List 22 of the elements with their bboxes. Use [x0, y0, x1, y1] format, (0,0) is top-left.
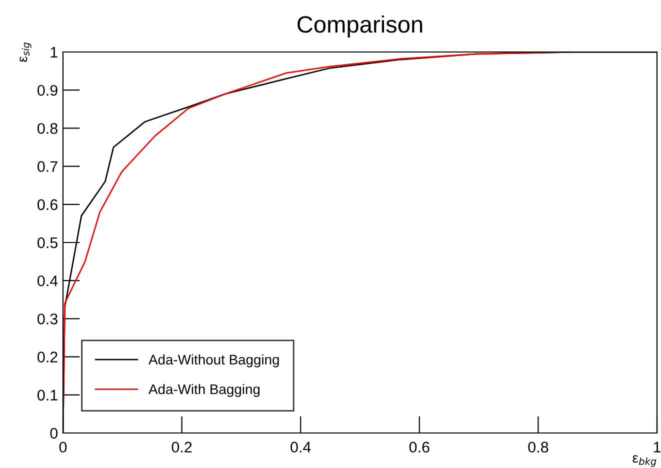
y-tick-label: 0.7	[38, 161, 58, 172]
y-tick-label: 0.8	[38, 123, 58, 134]
y-tick-label: 0.4	[38, 275, 58, 286]
legend-label: Ada-Without Bagging	[148, 354, 279, 368]
y-tick-label: 0.6	[38, 199, 58, 210]
x-tick-label: 0.8	[528, 442, 548, 453]
y-tick-label: 0	[50, 428, 58, 439]
x-tick-label: 0.2	[172, 442, 192, 453]
y-axis-title: ε$_{sig}$	[20, 42, 32, 62]
y-tick-label: 1	[50, 47, 58, 58]
y-tick-label: 0.9	[38, 84, 58, 96]
x-tick-label: 0	[59, 442, 67, 453]
legend-label: Ada-With Bagging	[148, 384, 260, 397]
y-tick-label: 0.2	[38, 352, 58, 362]
x-tick-label: 0.4	[290, 442, 311, 453]
x-tick-label: 1	[654, 442, 661, 452]
y-tick-label: 0.3	[38, 314, 58, 324]
chart-title: Comparison	[298, 15, 422, 38]
x-tick-label: 0.6	[409, 442, 430, 453]
x-axis-title: ε$_{bkg}$	[632, 455, 656, 467]
y-tick-label: 0.1	[38, 390, 58, 401]
y-tick-label: 0.5	[38, 237, 58, 248]
